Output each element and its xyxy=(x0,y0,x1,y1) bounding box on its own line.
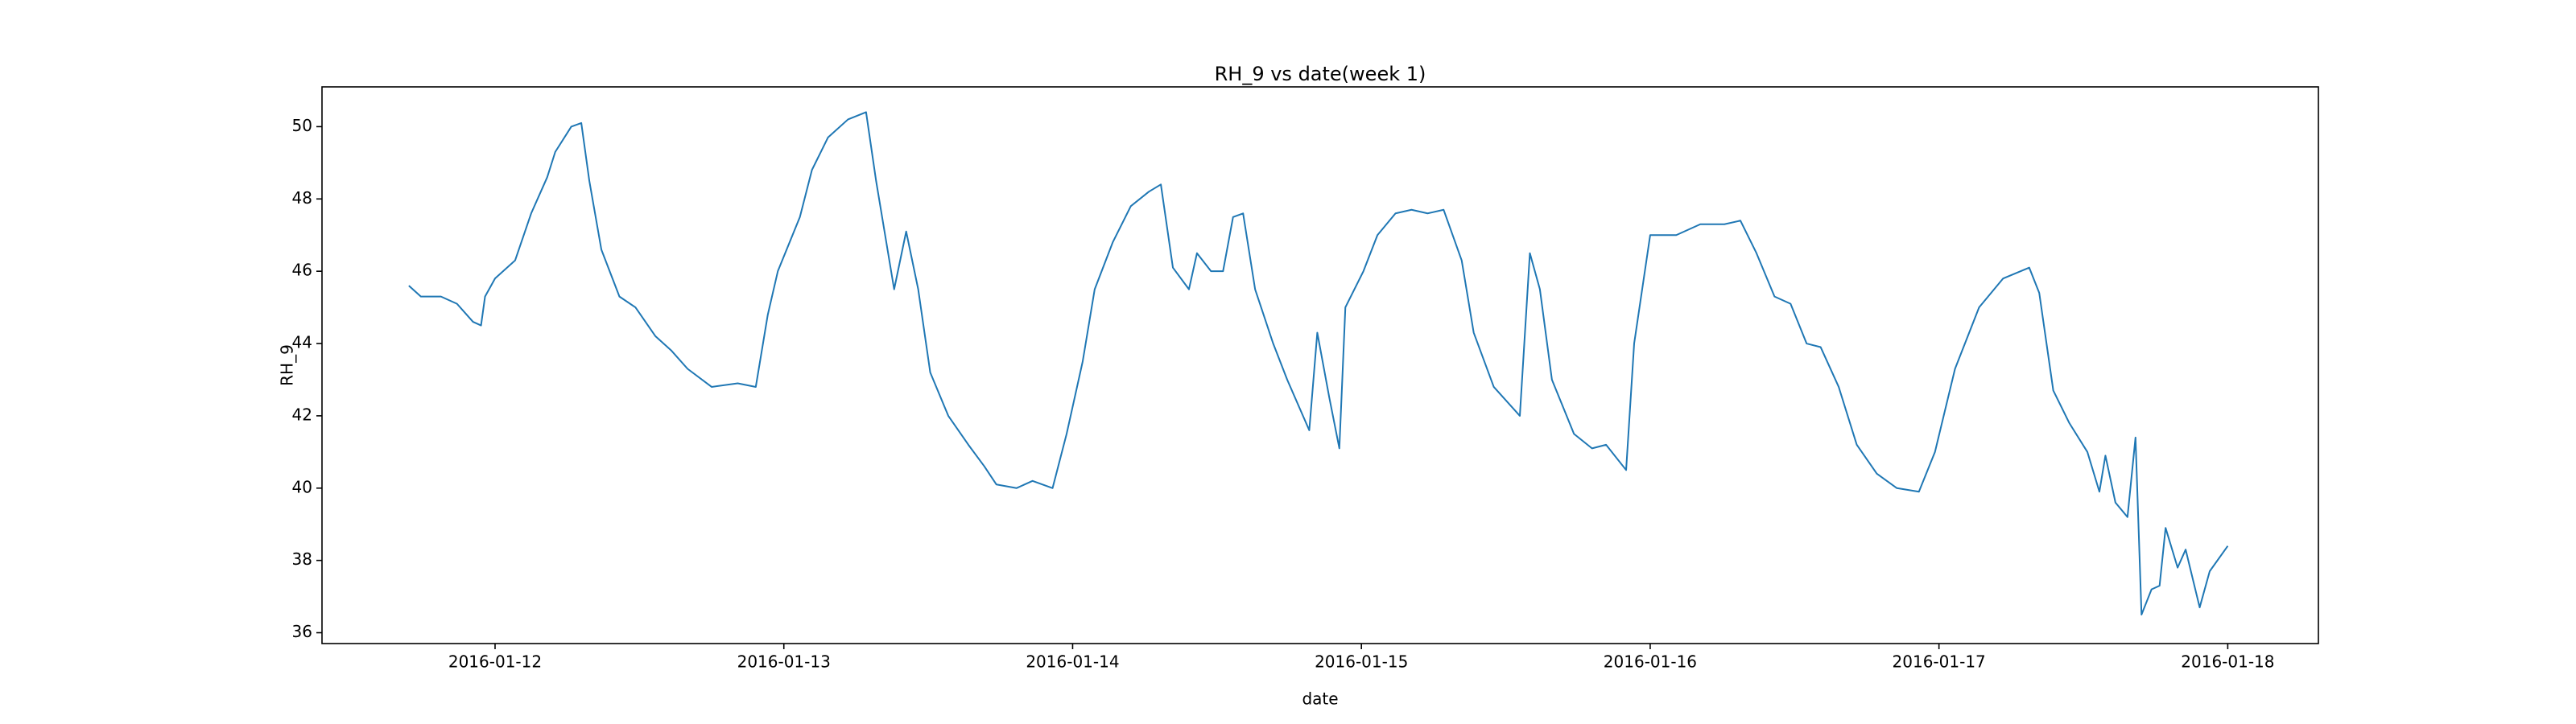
x-tick-label: 2016-01-13 xyxy=(737,652,831,672)
x-tick-label: 2016-01-12 xyxy=(448,652,542,672)
x-tick-label: 2016-01-16 xyxy=(1604,652,1697,672)
y-tick-label: 50 xyxy=(292,116,312,135)
y-tick-label: 44 xyxy=(292,333,312,352)
x-tick-label: 2016-01-15 xyxy=(1315,652,1408,672)
y-tick-label: 38 xyxy=(292,549,312,569)
y-tick-label: 40 xyxy=(292,477,312,496)
y-tick-label: 48 xyxy=(292,188,312,208)
data-line xyxy=(408,111,2229,616)
y-tick-label: 42 xyxy=(292,405,312,424)
y-axis-label: RH_9 xyxy=(278,344,297,386)
y-tick-label: 46 xyxy=(292,261,312,280)
chart-title: RH_9 vs date(week 1) xyxy=(1215,63,1426,85)
x-tick-label: 2016-01-14 xyxy=(1026,652,1119,672)
x-axis-label: date xyxy=(1302,689,1338,709)
y-tick-label: 36 xyxy=(292,622,312,641)
x-tick-label: 2016-01-17 xyxy=(1893,652,1986,672)
plot-frame xyxy=(321,86,2319,644)
x-tick-label: 2016-01-18 xyxy=(2181,652,2274,672)
